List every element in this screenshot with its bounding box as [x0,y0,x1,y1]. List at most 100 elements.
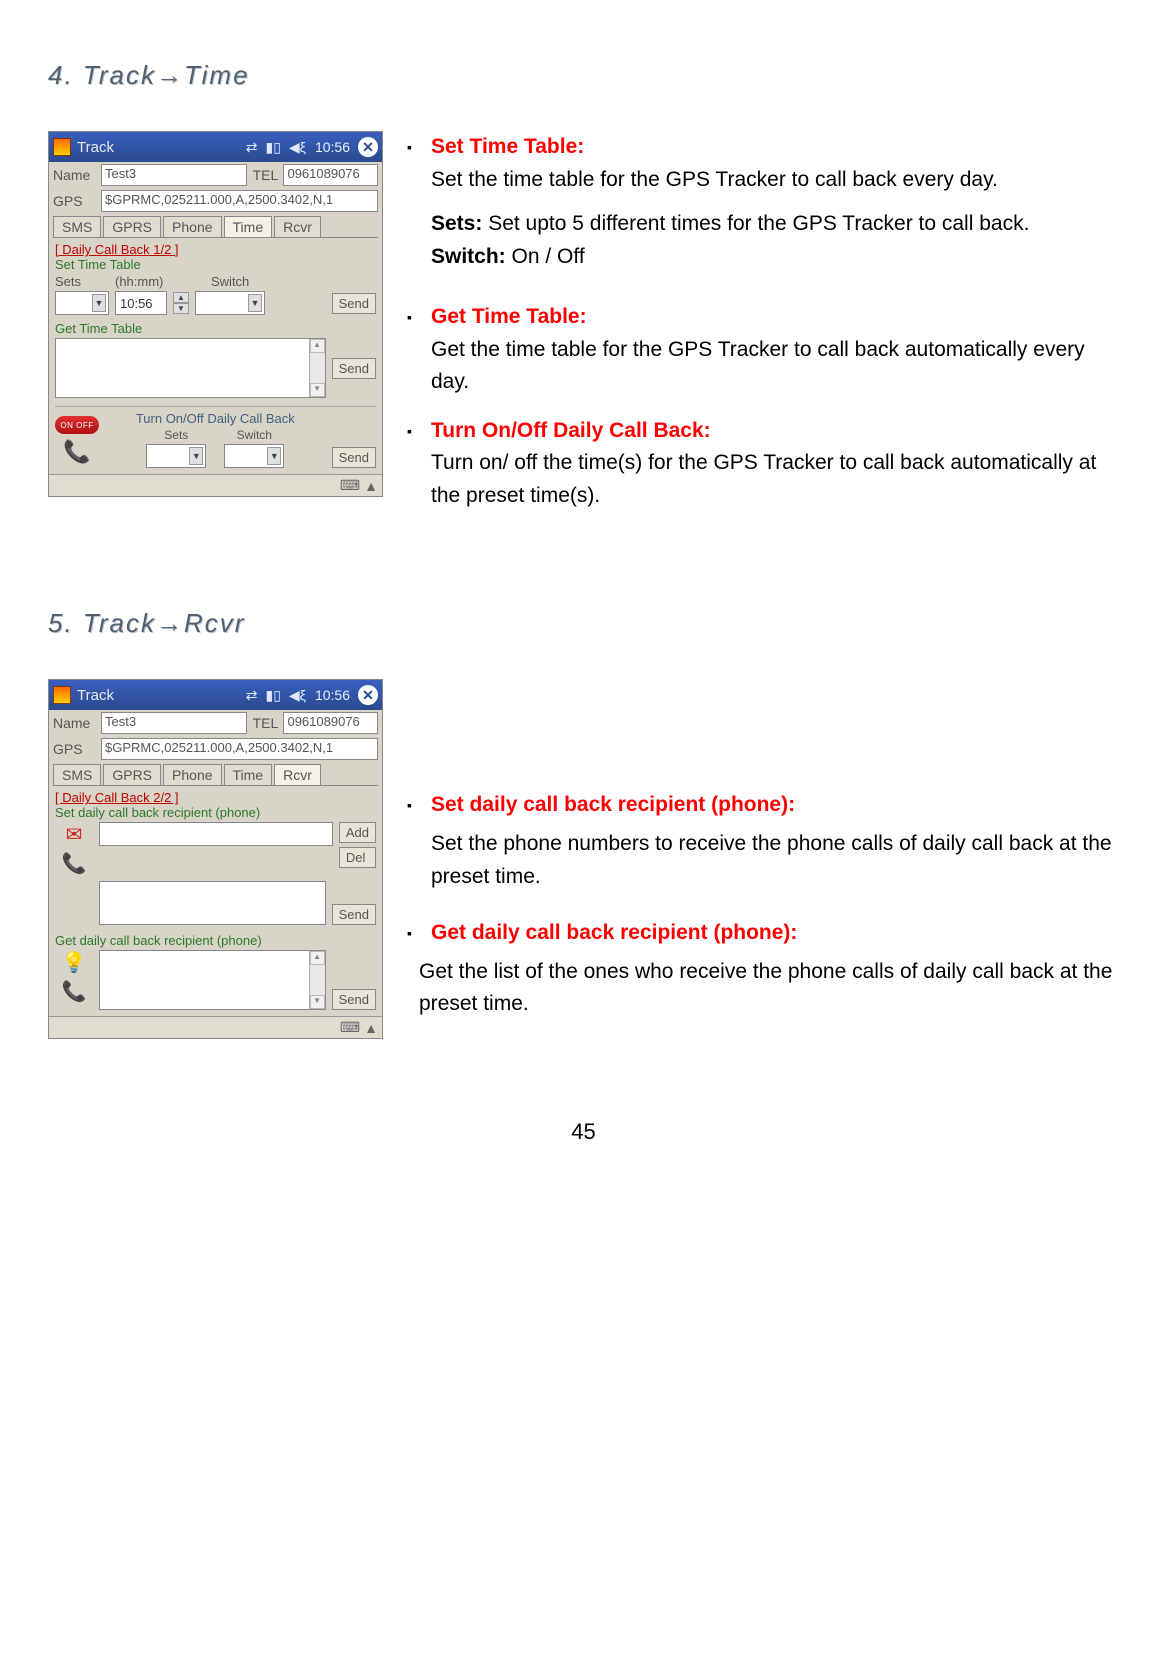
tab-time[interactable]: Time [224,216,273,237]
tel-label: TEL [251,167,279,183]
time-table-list[interactable]: ▲▼ [55,338,326,398]
item-title: Get daily call back recipient (phone): [431,921,797,944]
window-title: Track [77,139,239,156]
speaker-icon: ◀ξ [289,139,306,156]
name-field[interactable]: Test3 [101,164,247,186]
window-title: Track [77,687,239,704]
bulb-icon: 💡 [62,950,87,975]
bullet-icon: ▪ [407,789,431,817]
send-button-3[interactable]: Send [332,447,376,468]
phone-icon: 📞 [58,975,90,1007]
gps-field[interactable]: $GPRMC,025211.000,A,2500.3402,N,1 [101,190,378,212]
tab-phone[interactable]: Phone [163,216,221,237]
titlebar: Track ⇄ ▮▯ ◀ξ 10:56 ✕ [49,132,382,162]
tab-rcvr[interactable]: Rcvr [274,764,321,785]
col-switch: Switch [211,274,281,289]
gps-label: GPS [53,193,97,209]
item-body: Get the list of the ones who receive the… [419,956,1127,1021]
panel-link[interactable]: [ Daily Call Back 1/2 ] [55,242,376,257]
bullet-icon: ▪ [407,131,431,159]
del-button[interactable]: Del [339,847,376,868]
app-icon [53,138,71,156]
tab-phone[interactable]: Phone [163,764,221,785]
section5-desc: ▪Set daily call back recipient (phone): … [407,679,1127,1036]
switch-dropdown-2[interactable]: ▼ [224,444,284,468]
tab-gprs[interactable]: GPRS [103,764,161,785]
footer-bar: ⌨ ▲ [49,1016,382,1038]
panel-link[interactable]: [ Daily Call Back 2/2 ] [55,790,376,805]
tab-sms[interactable]: SMS [53,216,101,237]
phone-icon: 📞 [61,436,93,468]
tabs: SMS GPRS Phone Time Rcvr [53,764,378,786]
item-body: Set the phone numbers to receive the pho… [431,828,1127,893]
close-icon[interactable]: ✕ [358,137,378,157]
keyboard-icon[interactable]: ⌨ [340,477,360,494]
item-title: Get Time Table: [431,305,587,328]
keyboard-icon[interactable]: ⌨ [340,1019,360,1036]
footer-bar: ⌨ ▲ [49,474,382,496]
name-label: Name [53,167,97,183]
switch-dropdown[interactable]: ▼ [195,291,265,315]
send-button-2[interactable]: Send [332,358,376,379]
bullet-icon: ▪ [407,917,431,945]
section5: Track ⇄ ▮▯ ◀ξ 10:56 ✕ Name Test3 TEL 096… [40,679,1127,1039]
clock: 10:56 [315,139,350,155]
turn-onoff-label: Turn On/Off Daily Call Back [105,411,326,426]
item-body: Set the time table for the GPS Tracker t… [431,164,1127,197]
sets-dropdown[interactable]: ▼ [55,291,109,315]
name-label: Name [53,715,97,731]
sets-dropdown-2[interactable]: ▼ [146,444,206,468]
onoff-pill[interactable]: ON OFF [55,416,99,434]
sync-icon: ⇄ [246,139,258,156]
set-recipient-label: Set daily call back recipient (phone) [55,805,376,820]
sub-label: Switch: [431,245,506,268]
recipient-input[interactable] [99,822,333,846]
signal-icon: ▮▯ [265,687,280,704]
send-button-1[interactable]: Send [332,904,376,925]
section4-desc: ▪Set Time Table: Set the time table for … [407,131,1127,528]
time-value[interactable]: 10:56 [115,291,167,315]
tel-label: TEL [251,715,279,731]
page-number: 45 [40,1119,1127,1145]
sync-icon: ⇄ [246,687,258,704]
tab-sms[interactable]: SMS [53,764,101,785]
tel-field[interactable]: 0961089076 [283,712,378,734]
tabs: SMS GPRS Phone Time Rcvr [53,216,378,238]
sets-label-2: Sets [164,428,188,442]
add-button[interactable]: Add [339,822,376,843]
titlebar: Track ⇄ ▮▯ ◀ξ 10:56 ✕ [49,680,382,710]
time-spinner[interactable]: ▲▼ [173,292,189,314]
section5-heading: 5. Track→Rcvr [40,608,1127,639]
screenshot-rcvr: Track ⇄ ▮▯ ◀ξ 10:56 ✕ Name Test3 TEL 096… [48,679,383,1039]
gps-field[interactable]: $GPRMC,025211.000,A,2500.3402,N,1 [101,738,378,760]
col-sets: Sets [55,274,109,289]
screenshot-time: Track ⇄ ▮▯ ◀ξ 10:56 ✕ Name Test3 TEL 096… [48,131,383,497]
send-button-1[interactable]: Send [332,293,376,314]
sub-text: Set upto 5 different times for the GPS T… [488,212,1029,235]
tab-time[interactable]: Time [224,764,273,785]
sub-text: On / Off [512,245,585,268]
send-button-2[interactable]: Send [332,989,376,1010]
tab-rcvr[interactable]: Rcvr [274,216,321,237]
up-icon[interactable]: ▲ [364,1020,378,1036]
phone-icon: 📞 [58,847,90,879]
close-icon[interactable]: ✕ [358,685,378,705]
set-time-table-label: Set Time Table [55,257,376,272]
get-time-table-label: Get Time Table [55,321,376,336]
tel-field[interactable]: 0961089076 [283,164,378,186]
recipient-result-list[interactable]: ▲▼ [99,950,326,1010]
name-field[interactable]: Test3 [101,712,247,734]
recipient-list[interactable] [99,881,326,925]
get-recipient-label: Get daily call back recipient (phone) [55,933,376,948]
item-body: Turn on/ off the time(s) for the GPS Tra… [431,447,1127,512]
item-title: Turn On/Off Daily Call Back: [431,419,711,442]
app-icon [53,686,71,704]
mail-icon: ✉ [66,822,83,847]
section4-heading: 4. Track→Time [40,60,1127,91]
up-icon[interactable]: ▲ [364,478,378,494]
tab-gprs[interactable]: GPRS [103,216,161,237]
bullet-icon: ▪ [407,415,431,443]
time-panel: [ Daily Call Back 1/2 ] Set Time Table S… [49,238,382,474]
signal-icon: ▮▯ [265,139,280,156]
rcvr-panel: [ Daily Call Back 2/2 ] Set daily call b… [49,786,382,1016]
